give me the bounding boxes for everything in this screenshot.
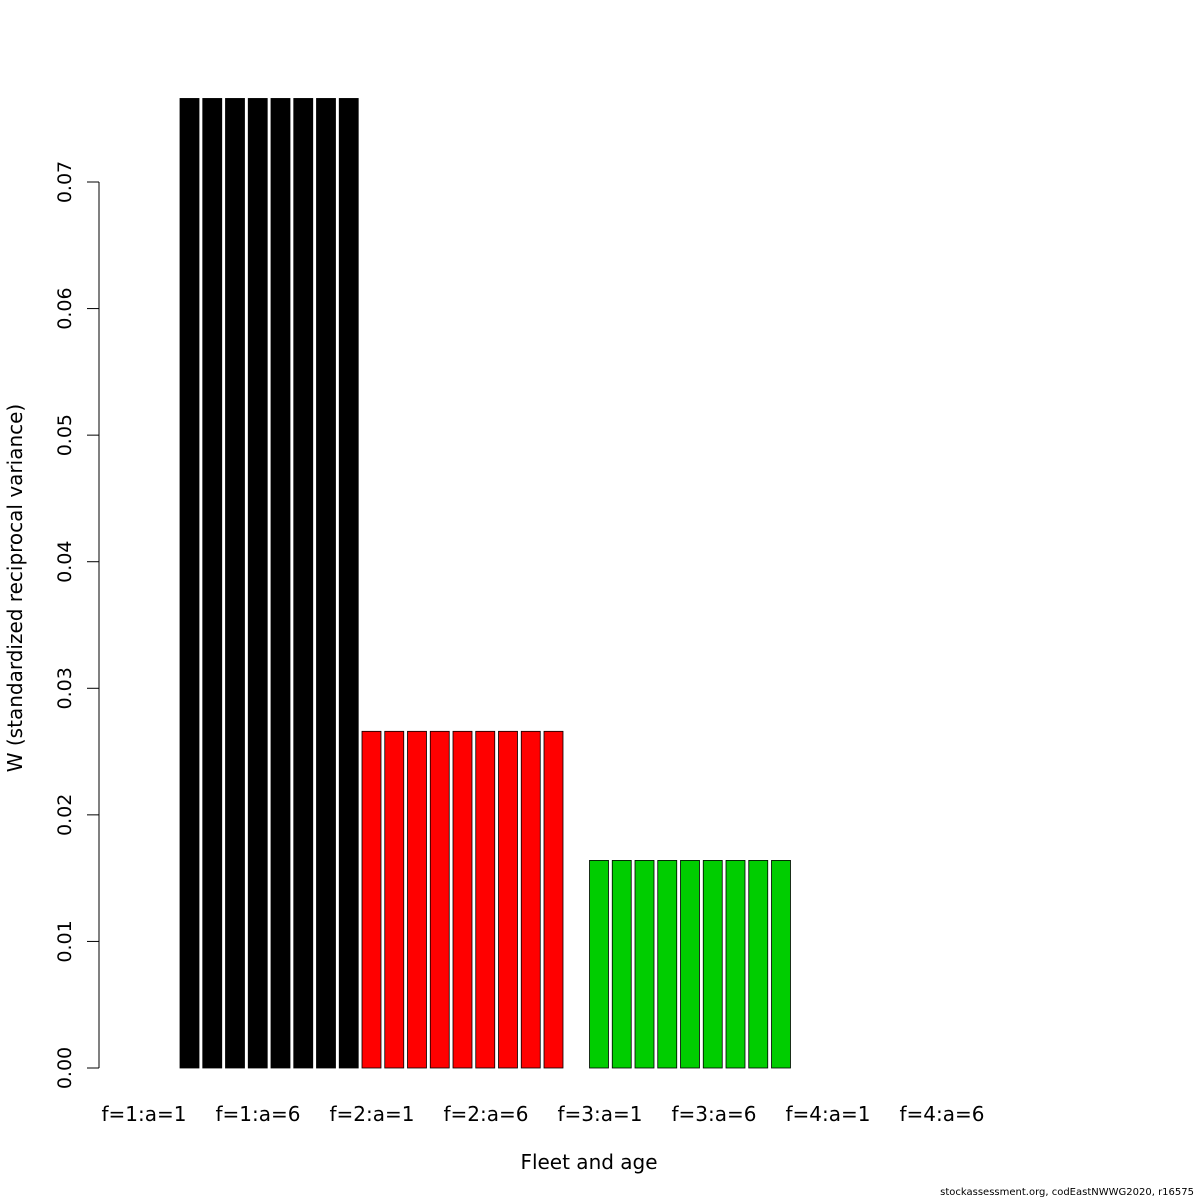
bar-fleet-3 [634, 860, 655, 1069]
bar-fleet-3 [611, 860, 632, 1069]
bar-fleet-3 [657, 860, 678, 1069]
y-tick-label: 0.05 [54, 414, 76, 456]
y-axis: 0.00 0.01 0.02 0.03 0.04 0.05 0.06 0.07 [54, 161, 100, 1089]
bar-fleet-2 [543, 730, 564, 1069]
x-axis-title: Fleet and age [520, 1150, 657, 1174]
y-axis-title: W (standardized reciprocal variance) [3, 404, 27, 773]
x-tick-label: f=3:a=1 [558, 1102, 643, 1126]
bar-fleet-1 [225, 98, 245, 1069]
bar-fleet-2 [520, 730, 541, 1069]
bar-fleet-1 [293, 98, 314, 1069]
bar-fleet-1 [247, 98, 268, 1069]
bar-fleet-2 [475, 730, 496, 1069]
bar-fleet-1 [338, 98, 359, 1069]
bar-fleet-1 [202, 98, 223, 1069]
x-tick-label: f=1:a=6 [216, 1102, 301, 1126]
bar-fleet-3 [725, 860, 746, 1069]
y-tick-label: 0.00 [54, 1047, 76, 1089]
footer-credit: stockassessment.org, codEastNWWG2020, r1… [940, 1187, 1194, 1198]
y-tick-label: 0.06 [54, 287, 76, 329]
x-tick-label: f=4:a=6 [900, 1102, 985, 1126]
bar-fleet-2 [452, 730, 473, 1069]
x-tick-label: f=3:a=6 [672, 1102, 757, 1126]
x-tick-label: f=1:a=1 [102, 1102, 187, 1126]
x-axis-labels: f=1:a=1 f=1:a=6 f=2:a=1 f=2:a=6 f=3:a=1 f=3:a… [102, 1102, 985, 1126]
x-tick-label: f=2:a=1 [330, 1102, 415, 1126]
bar-fleet-2 [384, 730, 405, 1069]
bar-fleet-3 [680, 860, 700, 1069]
y-tick-label: 0.02 [54, 794, 76, 836]
bar-fleet-1 [179, 98, 200, 1069]
bar-fleet-3 [748, 860, 769, 1069]
y-tick-label: 0.01 [54, 920, 76, 962]
bar-fleet-2 [498, 730, 518, 1069]
bar-fleet-3 [771, 860, 791, 1069]
bar-fleet-1 [316, 98, 336, 1069]
bar-fleet-2 [361, 730, 382, 1069]
x-tick-label: f=2:a=6 [444, 1102, 529, 1126]
bar-fleet-2 [407, 730, 427, 1069]
bar-fleet-1 [270, 98, 291, 1069]
y-tick-label: 0.03 [54, 667, 76, 709]
y-tick-label: 0.07 [54, 161, 76, 203]
bar-fleet-2 [429, 730, 450, 1069]
bars [179, 98, 791, 1069]
x-tick-label: f=4:a=1 [786, 1102, 871, 1126]
bar-fleet-3 [589, 860, 609, 1069]
bar-fleet-3 [702, 860, 723, 1069]
y-tick-label: 0.04 [54, 541, 76, 583]
